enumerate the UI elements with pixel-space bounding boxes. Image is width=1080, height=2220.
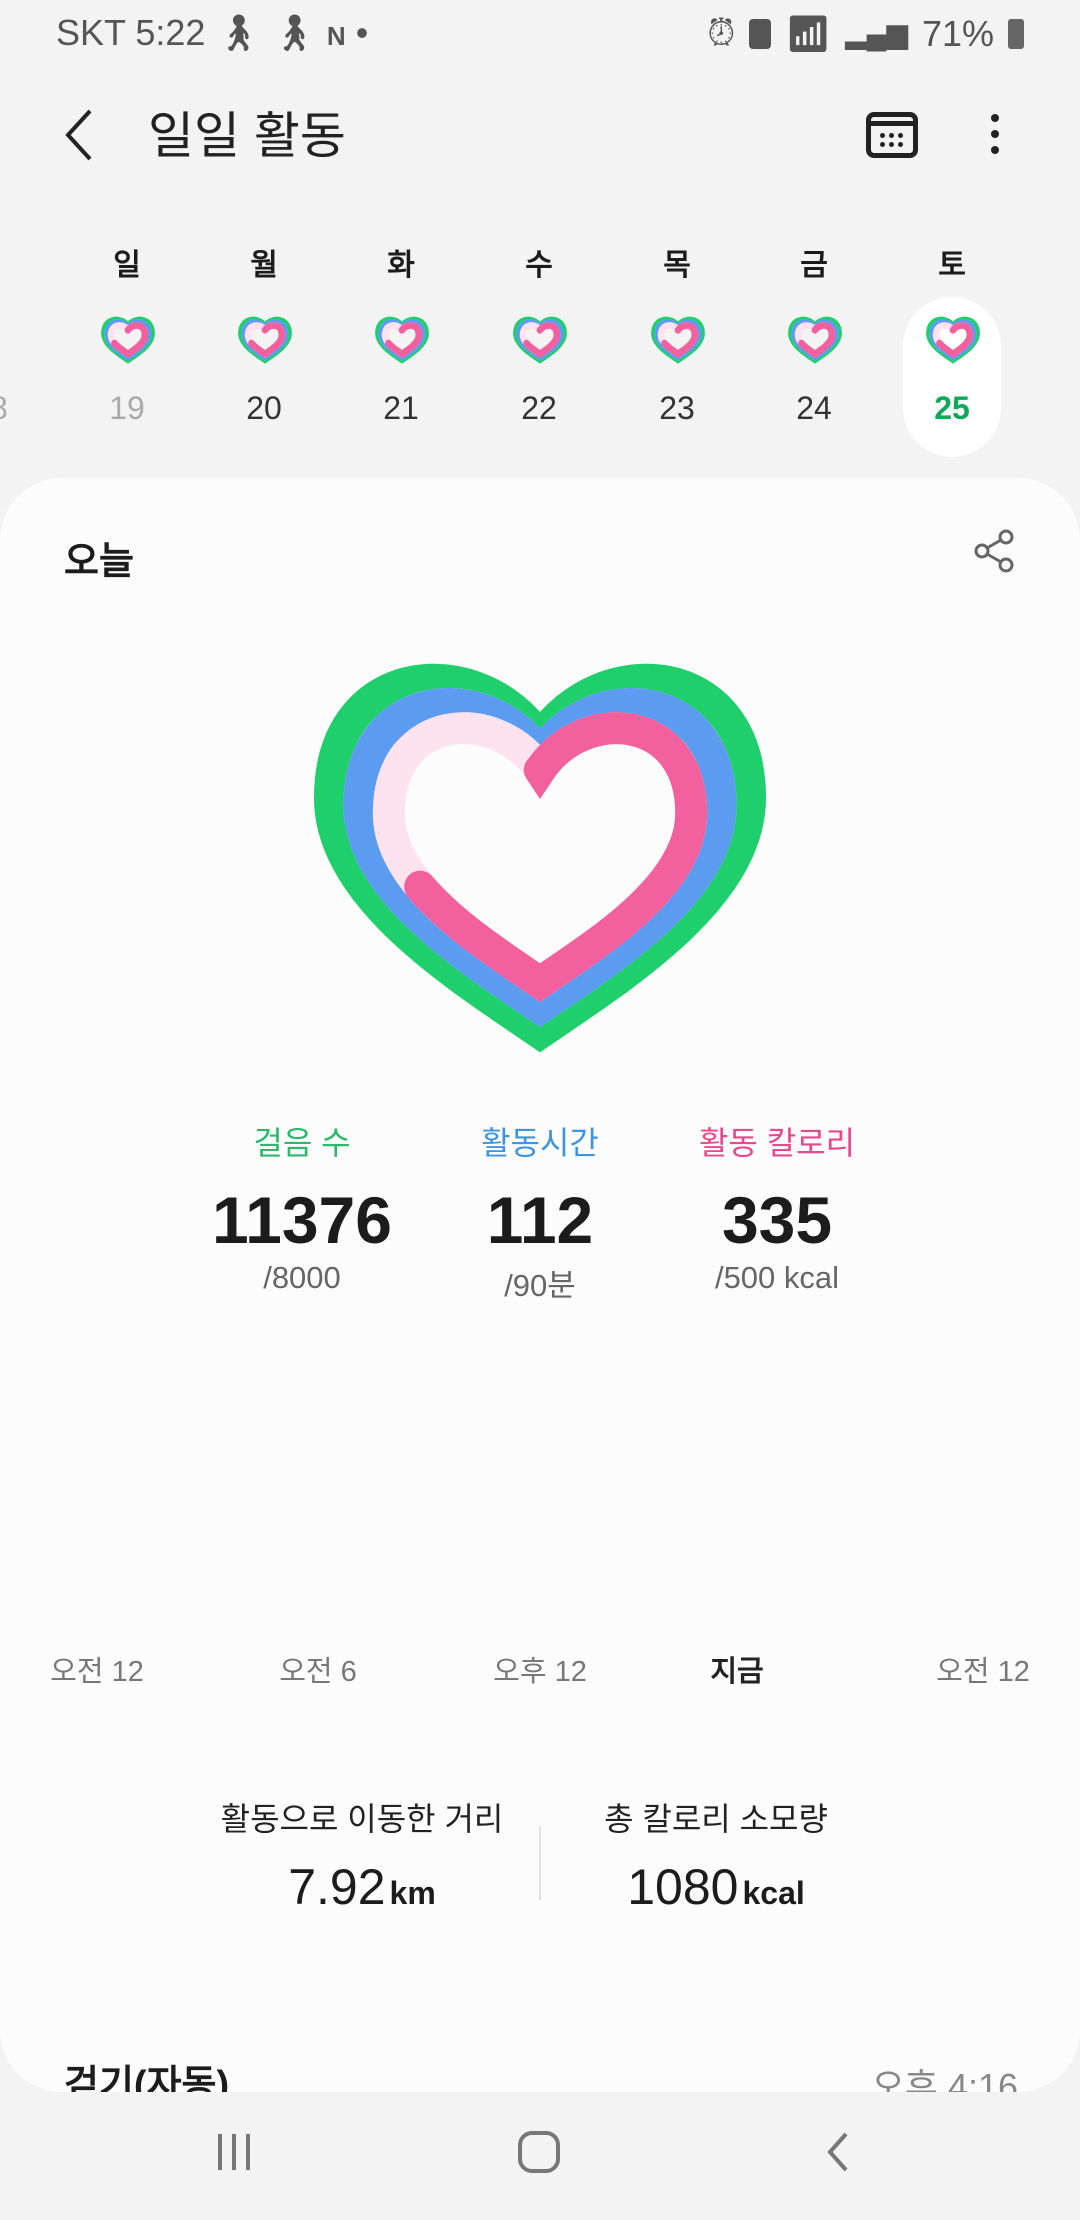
calories-ring xyxy=(932,322,974,359)
day-item-23[interactable]: 목 23 xyxy=(628,230,726,460)
stat-steps: 걸음 수 11376 /8000 xyxy=(192,1118,412,1296)
divider xyxy=(539,1826,541,1900)
alarm-icon: ⏰︎ xyxy=(707,12,736,53)
summary-unit: km xyxy=(389,1875,436,1911)
day-date: 23 xyxy=(659,390,695,426)
day-item-22[interactable]: 수 22 xyxy=(490,230,588,460)
steps-ring xyxy=(313,663,767,1053)
day-weekday: 수 xyxy=(525,249,553,282)
stat-label: 걸음 수 xyxy=(253,1125,351,1161)
today-card: 오늘 걸음 수 11376 /8000 활동시간 112 /90분 활동 칼로리… xyxy=(0,478,1080,2092)
summary-unit: kcal xyxy=(742,1875,805,1911)
calendar-icon[interactable] xyxy=(866,112,918,158)
day-date: 24 xyxy=(796,390,832,426)
stat-goal: /500 kcal xyxy=(714,1260,840,1295)
week-selector: 18 일 19 월 20 화 21 수 22 목 23 금 24 토 25 xyxy=(0,230,1080,460)
dot-icon: • xyxy=(355,12,369,53)
day-weekday: 화 xyxy=(387,249,415,282)
stat-value: 11376 xyxy=(212,1183,392,1257)
pedometer-icon: 🚶︎ xyxy=(215,12,262,53)
distance-summary: 활동으로 이동한 거리 7.92 km xyxy=(182,1794,542,1916)
day-weekday: 월 xyxy=(250,249,278,282)
day-weekday: 금 xyxy=(800,249,828,282)
stat-label: 활동 칼로리 xyxy=(698,1125,856,1161)
calories-ring xyxy=(657,322,699,359)
calories-ring xyxy=(372,712,708,1003)
day-heart-icon xyxy=(375,316,429,364)
summary-label: 총 칼로리 소모량 xyxy=(604,1801,828,1837)
battery-saver-icon xyxy=(749,18,772,49)
day-item-24[interactable]: 금 24 xyxy=(765,230,863,460)
day-heart-icon xyxy=(926,316,980,364)
day-item-prev[interactable]: 18 xyxy=(0,230,39,460)
calories-ring xyxy=(794,322,836,359)
battery-icon xyxy=(1008,18,1024,49)
day-item-20[interactable]: 월 20 xyxy=(215,230,313,460)
day-heart-icon xyxy=(101,316,155,364)
stat-label: 활동시간 xyxy=(481,1125,599,1161)
day-date: 18 xyxy=(0,390,39,427)
wifi-icon: 📶︎ xyxy=(785,12,832,54)
calories-ring xyxy=(519,322,561,359)
pedometer-icon: 🚶︎ xyxy=(271,12,317,53)
status-left: SKT 5:22 🚶︎ 🚶︎ N • xyxy=(56,12,368,54)
summary-value: 1080 xyxy=(627,1859,739,1915)
x-tick-label: 오전 6 xyxy=(279,1656,357,1688)
day-weekday: 일 xyxy=(113,249,141,282)
stat-value: 335 xyxy=(721,1183,833,1257)
stat-goal: /8000 xyxy=(263,1260,341,1295)
battery-percent: 71% xyxy=(921,12,994,54)
card-title: 오늘 xyxy=(64,541,134,583)
day-heart-icon xyxy=(513,316,567,364)
day-weekday: 목 xyxy=(663,249,691,282)
day-date: 19 xyxy=(109,390,145,426)
day-item-25[interactable]: 토 25 xyxy=(903,230,1001,460)
active-time-ring xyxy=(343,688,737,1028)
summary-label: 활동으로 이동한 거리 xyxy=(220,1801,504,1837)
nfc-icon: N xyxy=(326,21,346,51)
calories-ring xyxy=(381,322,423,359)
navigation-bar xyxy=(0,2092,1080,2220)
stat-goal: /90분 xyxy=(504,1268,576,1303)
day-date: 25 xyxy=(934,390,970,426)
recent-apps-icon[interactable] xyxy=(212,2130,256,2174)
share-icon xyxy=(974,529,1014,573)
back-button[interactable] xyxy=(60,105,110,169)
status-bar: SKT 5:22 🚶︎ 🚶︎ N • ⏰︎ 📶︎ ▂▄▆ 71% xyxy=(0,0,1080,64)
calories-ring xyxy=(107,322,149,359)
status-right: ⏰︎ 📶︎ ▂▄▆ 71% xyxy=(707,12,1024,55)
day-heart-icon xyxy=(788,316,842,364)
home-icon[interactable] xyxy=(514,2130,566,2174)
back-icon[interactable] xyxy=(822,2130,854,2174)
clock: 5:22 xyxy=(135,12,206,53)
stat-active-time: 활동시간 112 /90분 xyxy=(430,1118,650,1305)
activity-rings-heart xyxy=(313,663,767,1053)
total-calories-summary: 총 칼로리 소모량 1080 kcal xyxy=(536,1794,896,1916)
day-heart-icon xyxy=(651,316,705,364)
day-item-21[interactable]: 화 21 xyxy=(352,230,450,460)
x-tick-label: 오후 12 xyxy=(493,1656,587,1688)
stat-value: 112 xyxy=(486,1183,594,1257)
signal-icon: ▂▄▆ xyxy=(845,18,908,49)
day-heart-icon xyxy=(238,316,292,364)
share-button[interactable] xyxy=(972,528,1018,579)
summary-value: 7.92 xyxy=(288,1859,386,1915)
day-date: 22 xyxy=(521,390,557,426)
page-title: 일일 활동 xyxy=(148,108,346,164)
day-weekday: 토 xyxy=(938,249,966,282)
day-date: 21 xyxy=(383,390,419,426)
stat-calories: 활동 칼로리 335 /500 kcal xyxy=(667,1118,887,1296)
more-options-button[interactable] xyxy=(978,110,1012,162)
x-tick-label: 오전 12 xyxy=(936,1656,1030,1688)
activity-list-item-time: 오후 4:16 xyxy=(871,2066,1018,2092)
hourly-steps-chart xyxy=(0,1478,1080,1648)
activity-list-item-title[interactable]: 걷기(자동) xyxy=(64,2064,230,2092)
calories-ring xyxy=(244,322,286,359)
x-tick-now-label: 지금 xyxy=(710,1656,764,1688)
carrier: SKT xyxy=(56,12,126,53)
day-item-19[interactable]: 일 19 xyxy=(78,230,176,460)
chevron-left-icon xyxy=(65,109,92,161)
day-date: 20 xyxy=(246,390,282,426)
x-tick-label: 오전 12 xyxy=(50,1656,144,1688)
